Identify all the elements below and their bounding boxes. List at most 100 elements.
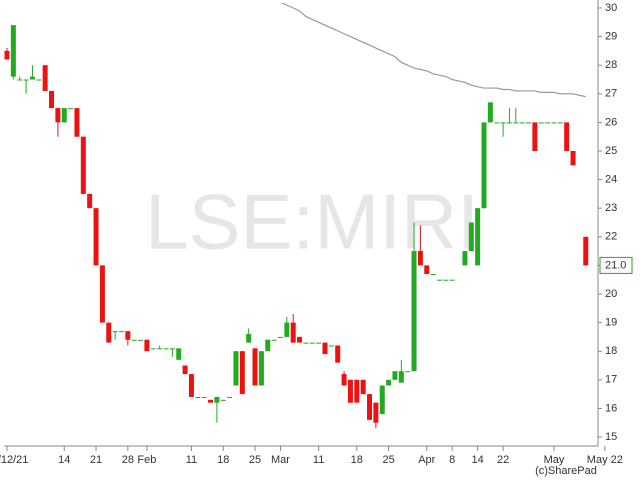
candle-body bbox=[405, 371, 411, 373]
moving-average bbox=[280, 3, 586, 98]
candle-body bbox=[341, 374, 347, 386]
candle-body bbox=[106, 322, 112, 343]
candle-body bbox=[538, 122, 544, 124]
candle-body bbox=[150, 348, 156, 350]
y-tick-label: 16 bbox=[605, 402, 617, 414]
candle-body bbox=[322, 342, 328, 355]
x-tick-label: 18 bbox=[217, 454, 229, 466]
candle-body bbox=[271, 339, 277, 341]
x-tick-label: 25 bbox=[382, 454, 394, 466]
candle-body bbox=[29, 76, 35, 80]
y-tick-label: 27 bbox=[605, 88, 617, 100]
candle-body bbox=[246, 334, 252, 343]
candle-body bbox=[118, 331, 124, 333]
candle-body bbox=[519, 122, 525, 124]
y-tick-label: 24 bbox=[605, 174, 617, 186]
candle-body bbox=[386, 379, 392, 386]
y-tick-label: 17 bbox=[605, 374, 617, 386]
candle-body bbox=[182, 365, 188, 375]
candle-body bbox=[347, 379, 353, 403]
candle-body bbox=[23, 79, 29, 81]
candle-body bbox=[335, 345, 341, 363]
candle-body bbox=[157, 348, 163, 350]
candle-body bbox=[513, 122, 519, 124]
plot-area bbox=[4, 3, 589, 429]
credit: (c)SharePad bbox=[535, 465, 597, 477]
candle-body bbox=[112, 331, 118, 333]
candle-body bbox=[144, 339, 150, 352]
y-tick-label: 29 bbox=[605, 31, 617, 43]
candle-body bbox=[481, 122, 487, 209]
candle-body bbox=[49, 90, 55, 109]
candle-body bbox=[176, 348, 182, 360]
candle-body bbox=[443, 279, 449, 281]
candle-body bbox=[411, 251, 417, 372]
candle-body bbox=[303, 342, 309, 344]
candle-body bbox=[328, 345, 334, 347]
candle-body bbox=[87, 193, 93, 209]
candle-body bbox=[297, 336, 303, 343]
y-tick-label: 30 bbox=[605, 2, 617, 14]
y-tick-label: 26 bbox=[605, 116, 617, 128]
candle-body bbox=[462, 251, 468, 266]
candle-body bbox=[532, 122, 538, 151]
x-tick-label: 25 bbox=[249, 454, 261, 466]
candle-body bbox=[424, 265, 430, 274]
candle-body bbox=[227, 396, 233, 398]
x-tick-label: 8 bbox=[449, 454, 455, 466]
x-tick-label: 14 bbox=[472, 454, 484, 466]
candle-body bbox=[475, 208, 481, 266]
x-tick-label: 21 bbox=[90, 454, 102, 466]
candle-body bbox=[55, 108, 61, 123]
candle-body bbox=[17, 79, 23, 81]
y-tick-label: 23 bbox=[605, 202, 617, 214]
candle-body bbox=[125, 331, 131, 340]
candle-body bbox=[169, 348, 175, 350]
x-tick-label: Apr bbox=[418, 454, 435, 466]
candle-body bbox=[494, 122, 500, 124]
candle-body bbox=[99, 265, 105, 323]
y-tick-label: 22 bbox=[605, 231, 617, 243]
last-price-label: 21.0 bbox=[605, 259, 626, 271]
candle-body bbox=[10, 25, 16, 77]
candle-body bbox=[284, 322, 290, 337]
candle-body bbox=[252, 348, 258, 386]
candle-body bbox=[220, 399, 226, 401]
candle-body bbox=[367, 394, 373, 420]
candle-body bbox=[208, 399, 214, 403]
candle-body bbox=[80, 136, 86, 194]
candle-body bbox=[392, 371, 398, 380]
candle-body bbox=[551, 122, 557, 124]
candle-body bbox=[500, 122, 506, 124]
candle-body bbox=[36, 79, 42, 81]
candle-body bbox=[360, 379, 366, 395]
candle-body bbox=[557, 122, 563, 124]
candle-body bbox=[379, 385, 385, 415]
x-tick-label: 31/12/21 bbox=[0, 454, 28, 466]
candle-body bbox=[417, 251, 423, 266]
y-tick-label: 28 bbox=[605, 59, 617, 71]
candle-body bbox=[564, 122, 570, 151]
candle-body bbox=[487, 102, 493, 123]
candle-body bbox=[570, 151, 576, 166]
x-tick-label: May bbox=[544, 454, 565, 466]
x-tick-label: 28 bbox=[122, 454, 134, 466]
candle-body bbox=[258, 351, 264, 386]
candle-body bbox=[468, 222, 474, 252]
candle-body bbox=[583, 236, 589, 266]
candle-body bbox=[93, 208, 99, 266]
candle-body bbox=[316, 342, 322, 344]
candle-body bbox=[277, 336, 283, 338]
candle-body bbox=[4, 50, 10, 60]
y-tick-label: 19 bbox=[605, 317, 617, 329]
candle-body bbox=[61, 108, 67, 123]
candle-body bbox=[449, 279, 455, 281]
candle-body bbox=[436, 279, 442, 281]
candle-body bbox=[354, 379, 360, 403]
y-tick-label: 15 bbox=[605, 431, 617, 443]
y-tick-label: 25 bbox=[605, 145, 617, 157]
candle-body bbox=[290, 322, 296, 343]
x-tick-label: May 22 bbox=[587, 454, 623, 466]
watermark: LSE:MIRI bbox=[145, 178, 479, 266]
